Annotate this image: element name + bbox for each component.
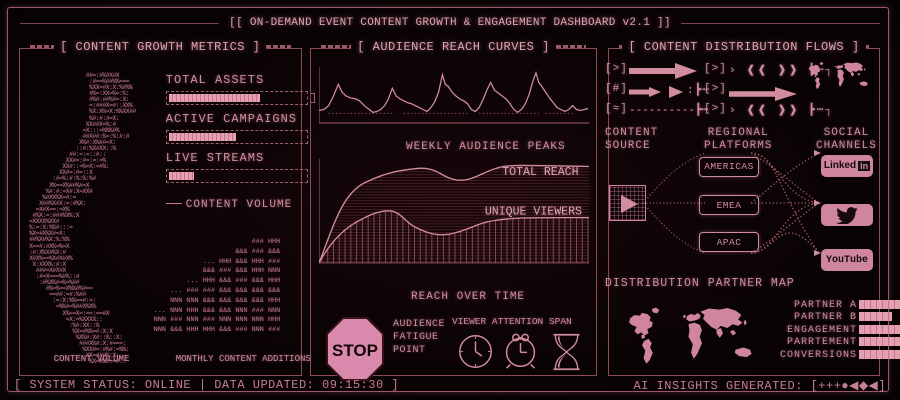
svg-text:STOP: STOP [332,341,378,360]
svg-text:TOTAL REACH: TOTAL REACH [502,166,578,179]
svg-text:UNIQUE VIEWERS: UNIQUE VIEWERS [485,205,582,218]
